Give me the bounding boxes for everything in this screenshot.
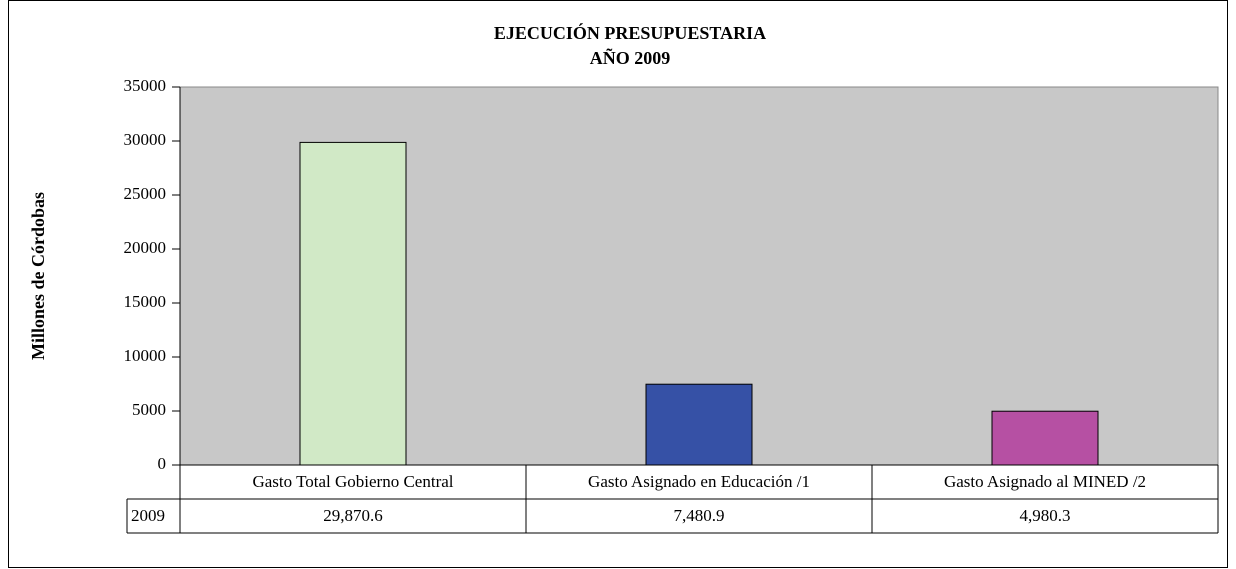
y-tick-label: 0: [158, 454, 167, 473]
table-value: 4,980.3: [1020, 506, 1071, 525]
x-tick-label: Gasto Asignado en Educación /1: [588, 472, 810, 491]
y-tick-label: 15000: [124, 292, 167, 311]
bar: [991, 410, 1099, 466]
chart-subtitle: AÑO 2009: [590, 47, 671, 68]
x-tick-label: Gasto Asignado al MINED /2: [944, 472, 1146, 491]
y-tick-label: 25000: [124, 184, 167, 203]
y-tick-label: 30000: [124, 130, 167, 149]
table-series-name: 2009: [131, 506, 165, 525]
x-tick-label: Gasto Total Gobierno Central: [252, 472, 453, 491]
y-tick-label: 20000: [124, 238, 167, 257]
y-tick-label: 10000: [124, 346, 167, 365]
y-tick-label: 35000: [124, 76, 167, 95]
y-tick-label: 5000: [132, 400, 166, 419]
bar: [299, 141, 407, 466]
chart-title: EJECUCIÓN PRESUPUESTARIA: [494, 22, 766, 43]
table-value: 29,870.6: [323, 506, 383, 525]
table-value: 7,480.9: [674, 506, 725, 525]
bar: [645, 383, 753, 466]
y-axis-title: Millones de Córdobas: [28, 192, 48, 360]
